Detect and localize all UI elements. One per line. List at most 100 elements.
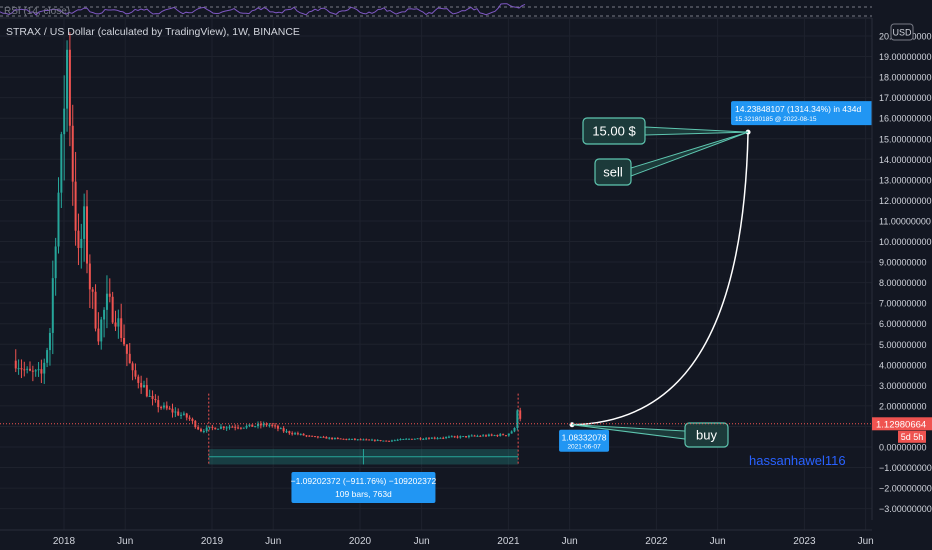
candle-body (177, 411, 180, 416)
candle-body (368, 439, 371, 441)
candle-body (305, 435, 308, 437)
candle-body (328, 437, 331, 439)
callout-1500[interactable]: 15.00 $ (582, 117, 749, 145)
price-tick-label: 17.00000000 (879, 93, 932, 103)
candle-body (333, 437, 336, 440)
candle-body (296, 433, 299, 435)
candle-body (211, 426, 214, 428)
price-tick-label: 12.00000000 (879, 196, 932, 206)
candle-body (239, 427, 242, 429)
candle-body (416, 438, 419, 440)
projection-curve (572, 132, 749, 426)
callout-sell[interactable]: sell (594, 131, 749, 186)
candle-body (131, 363, 134, 371)
candle-body (40, 369, 43, 374)
candle-body (385, 440, 388, 442)
candle-body (63, 108, 66, 135)
candle-body (467, 435, 470, 438)
candle-body (390, 440, 393, 442)
candle-body (142, 385, 145, 388)
candle-body (17, 368, 20, 370)
candle-body (228, 426, 231, 428)
candle-body (111, 296, 114, 323)
current-price-label: 1.12980664 (876, 419, 926, 430)
candle-body (447, 436, 450, 438)
candle-body (162, 405, 165, 408)
candle-body (248, 424, 251, 426)
candles (14, 32, 522, 442)
candle-body (256, 423, 259, 427)
currency-label: USD (892, 28, 912, 38)
candle-body (336, 437, 339, 439)
candle-body (191, 418, 194, 421)
candle-body (479, 435, 482, 437)
price-axis[interactable]: 20.0000000019.0000000018.0000000017.0000… (871, 18, 932, 520)
price-tick-label: 6.00000000 (879, 319, 927, 329)
time-tick-label: Jun (265, 536, 281, 547)
candle-body (60, 134, 63, 193)
price-tick-label: 3.00000000 (879, 381, 927, 391)
callout-text: 15.00 $ (592, 124, 636, 139)
candle-body (103, 309, 106, 320)
price-tick-label: 19.00000000 (879, 52, 932, 62)
candle-body (365, 439, 368, 441)
price-tick-label: 16.00000000 (879, 114, 932, 124)
currency-button[interactable]: USD (890, 23, 914, 41)
candle-body (108, 293, 111, 297)
candle-body (376, 440, 379, 442)
candle-body (219, 426, 222, 429)
candle-body (268, 424, 271, 426)
price-tick-label: 9.00000000 (879, 258, 927, 268)
candle-body (254, 426, 257, 428)
candle-body (436, 438, 439, 440)
time-axis[interactable]: 2018 Jun 2019 Jun 2020 Jun 2021 Jun 2022 Jun 2023 J… (0, 529, 874, 547)
candle-body (94, 291, 97, 329)
rsi-label: RSI (14, close) (4, 6, 70, 17)
price-tick-label: 7.00000000 (879, 299, 927, 309)
candle-body (43, 362, 46, 374)
measure-label-box (291, 472, 436, 503)
candle-body (311, 435, 314, 437)
candle-body (388, 440, 391, 442)
candle-body (20, 368, 23, 370)
time-tick-label: 2022 (645, 536, 668, 547)
candle-body (208, 426, 211, 428)
candle-body (282, 428, 285, 432)
callout-text: buy (696, 428, 717, 443)
candle-body (77, 230, 80, 248)
price-tick-label: −3.00000000 (879, 504, 932, 514)
candle-body (114, 322, 117, 327)
candle-body (419, 438, 422, 440)
candle-body (231, 426, 234, 428)
candle-body (199, 429, 202, 432)
price-tick-label: 8.00000000 (879, 278, 927, 288)
candle-body (234, 426, 237, 428)
candle-body (382, 440, 385, 442)
candle-body (262, 423, 265, 426)
candle-body (373, 439, 376, 441)
candle-body (408, 438, 411, 440)
candle-body (148, 395, 151, 397)
candle-body (160, 407, 163, 409)
candle-body (450, 436, 453, 438)
price-tick-label: 5.00000000 (879, 340, 927, 350)
candle-body (353, 438, 356, 440)
candle-body (516, 410, 519, 428)
candle-body (402, 438, 405, 440)
candle-body (399, 439, 402, 441)
candle-body (85, 206, 88, 264)
projection-end-value: 14.23848107 (1314.34%) in 434d (735, 104, 861, 114)
candle-body (66, 49, 69, 109)
candle-body (157, 400, 160, 408)
watermark: hassanhawel116 (749, 453, 846, 468)
candle-body (453, 436, 456, 438)
candle-body (145, 385, 148, 397)
callout-box (684, 422, 729, 448)
candle-body (299, 433, 302, 435)
candle-body (120, 318, 123, 338)
candle-body (245, 425, 248, 428)
time-tick-label: Jun (858, 536, 874, 547)
candle-body (23, 369, 26, 371)
callout-buy[interactable]: buy (572, 422, 729, 448)
